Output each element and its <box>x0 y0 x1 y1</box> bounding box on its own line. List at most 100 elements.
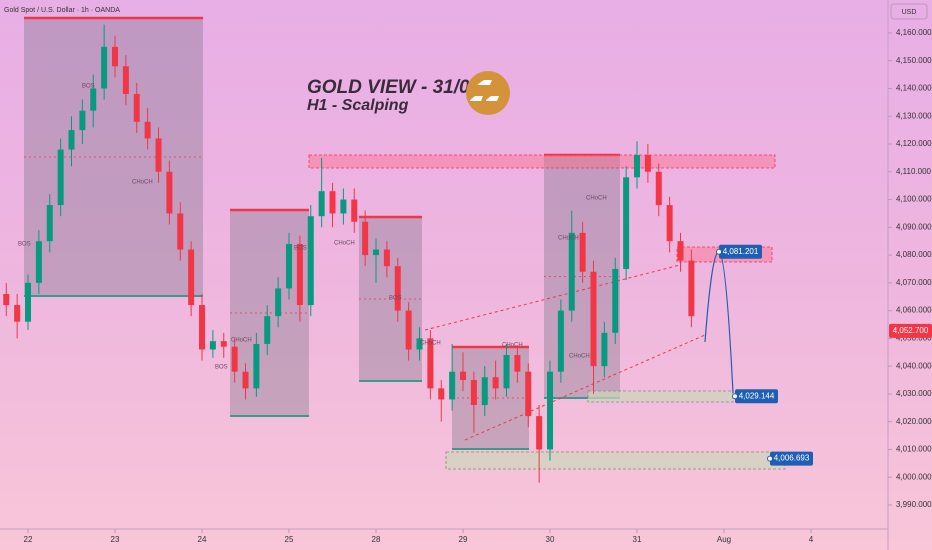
annotation: CHoCH <box>334 241 355 247</box>
candle-body <box>340 199 347 214</box>
candle-body <box>231 346 238 372</box>
y-tick-label: 4,000.000 <box>896 472 932 481</box>
candle-body <box>481 377 488 406</box>
trend-line <box>464 334 706 441</box>
x-tick-label: 4 <box>809 535 814 544</box>
x-tick-label: 24 <box>198 535 207 544</box>
y-tick-label: 4,030.000 <box>896 389 932 398</box>
candle-body <box>133 94 140 122</box>
candle-body <box>470 380 477 406</box>
projection <box>704 251 734 394</box>
y-tick-label: 4,110.000 <box>896 167 932 176</box>
price-tag-label: 4,052.700 <box>893 326 929 335</box>
y-tick-label: 4,140.000 <box>896 84 932 93</box>
y-tick-label: 4,060.000 <box>896 306 932 315</box>
currency-box <box>890 3 928 20</box>
candle-body <box>329 191 336 214</box>
x-tick-label: 29 <box>459 535 468 544</box>
candle-body <box>547 371 554 450</box>
annotation: BOS <box>82 84 95 90</box>
y-tick-label: 4,130.000 <box>896 111 932 120</box>
candle-body <box>503 355 510 389</box>
candle-body <box>383 249 390 267</box>
candle-body <box>122 66 129 95</box>
gold-icon <box>466 71 510 115</box>
candle-body <box>25 282 32 322</box>
candle-body <box>644 155 651 172</box>
tag-anchor <box>716 248 722 255</box>
candle-body <box>460 371 467 381</box>
tag-anchor <box>767 455 773 462</box>
y-tick-label: 4,070.000 <box>896 278 932 287</box>
candle-body <box>612 268 619 333</box>
y-tick-label: 4,010.000 <box>896 445 932 454</box>
plot <box>3 24 695 483</box>
candle-body <box>666 205 673 242</box>
candle-body <box>416 338 423 350</box>
candle-body <box>14 305 21 322</box>
candle-body <box>57 149 64 206</box>
candle-body <box>144 121 151 139</box>
candle-body <box>209 341 216 350</box>
x-tick-label: Aug <box>717 535 731 544</box>
candle-body <box>199 305 206 350</box>
candle-body <box>101 46 108 89</box>
candle-body <box>655 171 662 206</box>
candle-body <box>634 155 641 178</box>
x-tick-label: 25 <box>285 535 294 544</box>
candle-body <box>286 243 293 289</box>
candle-body <box>351 199 358 222</box>
annotation: CHoCH <box>420 341 441 347</box>
annotation: BOS <box>18 242 31 248</box>
y-tick-label: 4,080.000 <box>896 250 932 259</box>
x-tick-label: 28 <box>372 535 381 544</box>
candle-body <box>677 241 684 261</box>
y-tick-label: 4,020.000 <box>896 417 932 426</box>
y-tick-label: 4,050.000 <box>896 333 932 342</box>
y-tick-label: 4,100.000 <box>896 195 932 204</box>
subheadline: H1 - Scalping <box>307 97 409 114</box>
candle-body <box>68 130 75 150</box>
demand-zone <box>587 390 734 403</box>
y-tick-label: 4,090.000 <box>896 222 932 231</box>
candle-body <box>405 310 412 350</box>
candle-body <box>557 310 564 372</box>
headline: GOLD VIEW - 31/07 <box>307 77 482 98</box>
price-tag-label: 4,081.201 <box>723 247 759 256</box>
x-tick-label: 31 <box>633 535 642 544</box>
candle-body <box>155 138 162 172</box>
candle-body <box>492 377 499 389</box>
annotation: BOS <box>294 246 307 252</box>
candle-body <box>514 355 521 372</box>
candle-body <box>449 371 456 400</box>
candle-body <box>623 177 630 269</box>
x-tick-label: 30 <box>546 535 555 544</box>
supply-zone <box>308 154 776 169</box>
candle-body <box>373 249 380 256</box>
candle-body <box>394 266 401 311</box>
candle-body <box>112 46 119 67</box>
annotation: CHoCH <box>558 236 579 242</box>
annotation: BOS <box>215 365 228 371</box>
annotation: BOS <box>389 296 402 302</box>
x-tick-label: 23 <box>111 535 120 544</box>
price-tag-label: 4,029.144 <box>739 391 775 400</box>
candle-body <box>568 232 575 311</box>
candle-body <box>166 171 173 214</box>
candle-body <box>536 416 543 450</box>
candle-body <box>253 343 260 389</box>
candle-body <box>90 88 97 111</box>
candle-body <box>177 213 184 250</box>
candle-body <box>79 110 86 131</box>
price-tag <box>719 244 762 259</box>
chart-title: Gold Spot / U.S. Dollar · 1h · OANDA <box>4 7 120 14</box>
price-tag-label: 4,006.693 <box>774 454 810 463</box>
y-tick-label: 4,120.000 <box>896 139 932 148</box>
price-tag <box>889 323 932 338</box>
annotation: CHoCH <box>231 338 252 344</box>
candle-body <box>601 332 608 367</box>
candle-body <box>427 338 434 389</box>
candle-body <box>275 288 282 317</box>
